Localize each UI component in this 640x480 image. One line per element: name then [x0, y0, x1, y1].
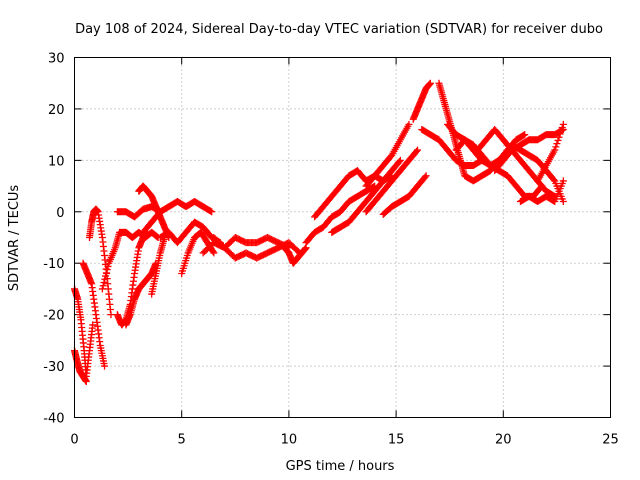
series-track-25: [435, 79, 503, 185]
point-19-48: [414, 146, 422, 154]
series-track-14: [199, 234, 293, 257]
point-30-19: [554, 136, 562, 144]
point-29-39: [550, 176, 558, 184]
point-25-72: [521, 131, 529, 139]
point-21-39: [421, 173, 429, 181]
chart-title: Day 108 of 2024, Sidereal Day-to-day VTE…: [75, 22, 603, 37]
point-12-39: [209, 248, 217, 256]
y-tick-label-7: 30: [48, 52, 65, 67]
series-track-31: [534, 120, 567, 185]
point-18-64: [396, 156, 404, 164]
y-tick-labels: -40 -30 -20 -10 0 10 20 30: [43, 52, 64, 427]
point-20-40: [405, 120, 413, 128]
point-30-23: [558, 124, 566, 132]
x-tick-label-4: 20: [495, 433, 512, 448]
series-track-22: [379, 172, 430, 218]
point-30-20: [555, 133, 563, 141]
point-4-1: [99, 282, 107, 290]
y-axis-title: SDTVAR / TECUs: [7, 185, 22, 292]
point-22-32: [426, 79, 434, 87]
x-tick-label-2: 10: [281, 433, 298, 448]
point-4-7: [104, 262, 112, 270]
series-track-30: [508, 141, 567, 205]
point-30-17: [552, 143, 560, 151]
point-19-47: [412, 147, 420, 155]
series-track-29: [491, 126, 567, 175]
x-tick-label-3: 15: [388, 433, 405, 448]
point-31-40: [559, 177, 567, 185]
y-tick-label-6: 20: [48, 103, 65, 118]
point-18-63: [395, 158, 403, 166]
series-track-32: [516, 177, 567, 205]
x-axis-title: GPS time / hours: [286, 459, 395, 474]
series-track-21: [362, 120, 413, 190]
data-series: [71, 79, 567, 385]
point-4-3: [101, 275, 109, 283]
point-30-22: [557, 127, 565, 135]
series-track-05: [98, 228, 162, 293]
point-1-32: [82, 378, 90, 385]
y-tick-label-4: 0: [56, 206, 64, 221]
point-0-48: [89, 321, 97, 329]
series-track-10: [139, 198, 216, 236]
y-tick-label-2: -20: [43, 309, 64, 324]
series-track-03: [79, 259, 109, 370]
point-4-5: [102, 269, 110, 277]
series-track-02: [71, 347, 90, 385]
x-tick-label-1: 5: [178, 433, 186, 448]
x-tick-label-5: 25: [602, 433, 619, 448]
series-track-16: [281, 244, 310, 267]
point-3-56: [107, 311, 115, 319]
series-track-15: [210, 234, 304, 262]
series-track-11: [148, 234, 169, 298]
point-29-48: [559, 198, 567, 205]
point-4-0: [98, 285, 106, 293]
point-4-4: [102, 272, 110, 280]
point-4-6: [103, 266, 111, 274]
plot-frame: [74, 57, 611, 418]
x-tick-label-0: 0: [70, 433, 78, 448]
y-tick-label-3: -10: [43, 257, 64, 272]
x-tick-labels: 0 5 10 15 20 25: [70, 433, 618, 448]
point-30-18: [553, 140, 561, 148]
point-30-21: [556, 130, 564, 138]
y-tick-label-0: -40: [43, 412, 64, 427]
series-track-20: [362, 146, 422, 216]
point-2-40: [101, 362, 109, 370]
point-21-40: [422, 172, 430, 180]
point-30-16: [551, 146, 559, 154]
point-12-40: [210, 249, 218, 257]
point-4-2: [100, 279, 108, 286]
y-tick-label-5: 10: [48, 154, 65, 169]
point-30-24: [559, 120, 567, 128]
point-9-64: [208, 208, 216, 216]
series-track-19: [328, 156, 404, 236]
y-tick-label-1: -30: [43, 360, 64, 375]
series-track-23: [409, 79, 434, 123]
